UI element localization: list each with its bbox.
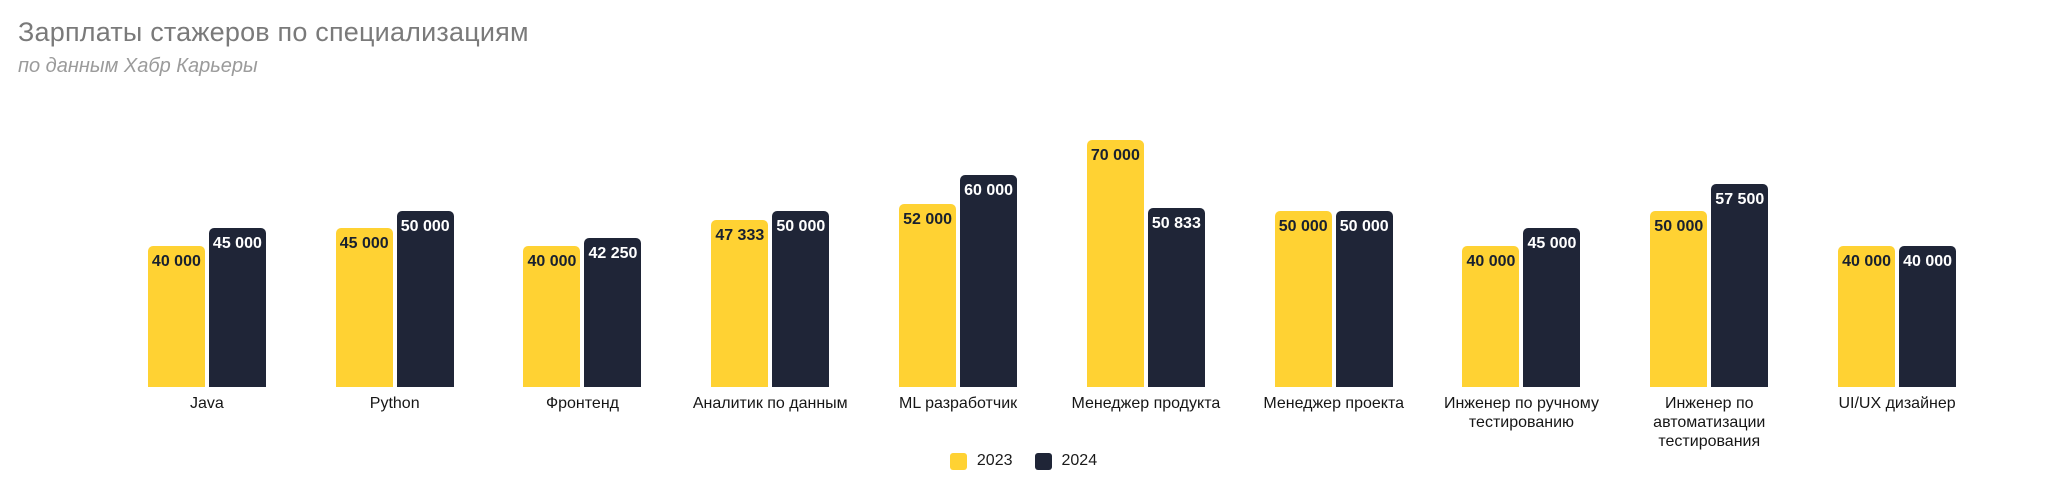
- bar-group: 40 000 40 000 UI/UX дизайнер: [1803, 0, 1991, 412]
- bar-2024[interactable]: 50 833: [1147, 208, 1205, 387]
- category-label: Менеджер продукта: [1071, 395, 1221, 412]
- bar-value-label: 40 000: [527, 253, 577, 270]
- bar-value-label: 50 833: [1151, 215, 1201, 232]
- category-label: Java: [189, 395, 224, 412]
- category-label: ML разработчик: [899, 395, 1018, 412]
- bar-value-label: 70 000: [1090, 147, 1140, 164]
- bar-value-label: 40 000: [151, 253, 201, 270]
- bar-2024[interactable]: 50 000: [1335, 211, 1393, 387]
- bar-group: 70 000 50 833 Менеджер продукта: [1052, 0, 1240, 412]
- bar-group: 45 000 50 000 Python: [301, 0, 489, 412]
- chart-legend: 2023 2024: [0, 452, 2047, 470]
- bar-value-label: 45 000: [339, 235, 389, 252]
- bar-group: 40 000 45 000 Java: [113, 0, 301, 412]
- chart-title: Зарплаты стажеров по специализациям: [18, 17, 529, 47]
- bar-group: 50 000 50 000 Менеджер проекта: [1240, 0, 1428, 412]
- legend-item-2024[interactable]: 2024: [1034, 452, 1098, 470]
- chart-header: Зарплаты стажеров по специализациям по д…: [18, 17, 529, 78]
- bar-2023[interactable]: 40 000: [1838, 246, 1896, 387]
- bar-2024[interactable]: 45 000: [208, 228, 266, 387]
- bar-2024[interactable]: 42 250: [584, 238, 642, 387]
- bar-value-label: 52 000: [903, 211, 953, 228]
- bar-2023[interactable]: 40 000: [147, 246, 205, 387]
- bar-2024[interactable]: 45 000: [1523, 228, 1581, 387]
- bar-2023[interactable]: 50 000: [1650, 211, 1708, 387]
- bar-value-label: 50 000: [1339, 218, 1389, 235]
- category-label: Фронтенд: [545, 395, 619, 412]
- bar-value-label: 50 000: [400, 218, 450, 235]
- legend-label: 2024: [1061, 452, 1098, 469]
- bar-value-label: 57 500: [1715, 191, 1765, 208]
- bar-2024[interactable]: 50 000: [396, 211, 454, 387]
- bar-2024[interactable]: 40 000: [1899, 246, 1957, 387]
- bar-group: 52 000 60 000 ML разработчик: [864, 0, 1052, 412]
- category-label: Менеджер проекта: [1263, 395, 1404, 412]
- legend-label: 2023: [976, 452, 1013, 469]
- bar-plot-area: 40 000 45 000 Java 45 000 50 000 Python 40 000…: [113, 0, 1991, 450]
- bar-2024[interactable]: 50 000: [772, 211, 830, 387]
- category-label: Аналитик по данным: [692, 395, 848, 412]
- bar-2023[interactable]: 45 000: [335, 228, 393, 387]
- bar-value-label: 47 333: [715, 227, 765, 244]
- bar-value-label: 50 000: [776, 218, 826, 235]
- legend-swatch-icon: [949, 452, 967, 470]
- bar-value-label: 42 250: [588, 245, 638, 262]
- bar-2023[interactable]: 52 000: [899, 204, 957, 387]
- bar-2023[interactable]: 70 000: [1086, 140, 1144, 387]
- bar-value-label: 40 000: [1903, 253, 1953, 270]
- bar-2024[interactable]: 57 500: [1711, 184, 1769, 387]
- bar-2023[interactable]: 47 333: [711, 220, 769, 387]
- chart-subtitle: по данным Хабр Карьеры: [18, 55, 258, 77]
- category-label: Python: [369, 395, 420, 412]
- bar-value-label: 60 000: [964, 182, 1014, 199]
- bar-group: 40 000 45 000 Инженер по ручному тестирова…: [1428, 0, 1616, 431]
- bar-value-label: 45 000: [1527, 235, 1577, 252]
- legend-swatch-icon: [1034, 452, 1052, 470]
- bar-2024[interactable]: 60 000: [960, 175, 1018, 387]
- category-label: Инженер по ручному тестированию: [1443, 395, 1599, 431]
- bar-2023[interactable]: 40 000: [523, 246, 581, 387]
- category-label: UI/UX дизайнер: [1838, 395, 1956, 412]
- bar-group: 40 000 42 250 Фронтенд: [489, 0, 677, 412]
- legend-item-2023[interactable]: 2023: [949, 452, 1013, 470]
- bar-value-label: 50 000: [1654, 218, 1704, 235]
- bar-value-label: 40 000: [1466, 253, 1516, 270]
- bar-value-label: 45 000: [212, 235, 262, 252]
- bar-value-label: 40 000: [1842, 253, 1892, 270]
- bar-2023[interactable]: 40 000: [1462, 246, 1520, 387]
- bar-group: 50 000 57 500 Инженер по автоматизации тес…: [1615, 0, 1803, 450]
- category-label: Инженер по автоматизации тестирования: [1653, 395, 1766, 450]
- bar-value-label: 50 000: [1278, 218, 1328, 235]
- bar-group: 47 333 50 000 Аналитик по данным: [676, 0, 864, 412]
- bar-2023[interactable]: 50 000: [1274, 211, 1332, 387]
